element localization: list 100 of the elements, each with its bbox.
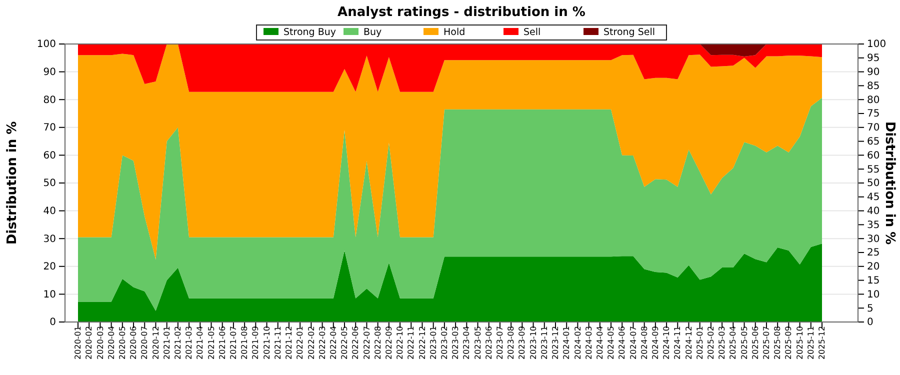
y2-tick-label: 10 bbox=[867, 289, 880, 300]
y2-tick-label: 65 bbox=[867, 136, 880, 148]
y-tick-label: 70 bbox=[43, 122, 56, 134]
x-tick-label: 2025-09 bbox=[784, 326, 794, 360]
y2-tick-label: 40 bbox=[867, 206, 880, 217]
x-tick-label: 2020-12 bbox=[151, 326, 160, 360]
y2-tick-label: 100 bbox=[867, 39, 886, 50]
x-tick-label: 2025-02 bbox=[706, 326, 716, 360]
x-tick-label: 2022-02 bbox=[306, 326, 316, 360]
y-tick-label: 80 bbox=[43, 94, 56, 106]
y2-tick-label: 0 bbox=[867, 317, 874, 328]
legend-label: Strong Buy bbox=[284, 27, 336, 38]
y-tick-label: 10 bbox=[43, 289, 56, 300]
x-tick-label: 2021-10 bbox=[262, 326, 272, 360]
y-tick-label: 100 bbox=[36, 39, 56, 50]
x-tick-label: 2021-09 bbox=[251, 326, 260, 360]
x-tick-label: 2020-06 bbox=[129, 326, 138, 360]
y-tick-label: 60 bbox=[43, 150, 56, 162]
y2-tick-label: 60 bbox=[867, 150, 880, 162]
x-tick-label: 2024-02 bbox=[573, 326, 582, 360]
y2-tick-label: 15 bbox=[867, 276, 880, 286]
y2-tick-label: 35 bbox=[867, 220, 880, 231]
x-tick-label: 2024-04 bbox=[595, 326, 604, 360]
x-tick-label: 2024-09 bbox=[650, 326, 660, 360]
x-tick-label: 2020-03 bbox=[96, 326, 105, 360]
y2-tick-label: 90 bbox=[867, 67, 880, 78]
x-tick-label: 2023-01 bbox=[428, 326, 438, 360]
y-tick-label: 30 bbox=[43, 234, 56, 245]
y-tick-label: 20 bbox=[43, 262, 56, 273]
x-tick-label: 2025-10 bbox=[795, 326, 804, 360]
chart-title: Analyst ratings - distribution in % bbox=[338, 5, 586, 20]
y-tick-label: 40 bbox=[43, 206, 56, 217]
x-tick-label: 2021-07 bbox=[229, 326, 238, 360]
x-tick-label: 2024-03 bbox=[584, 326, 594, 360]
x-tick-label: 2025-11 bbox=[806, 326, 816, 360]
x-tick-label: 2021-02 bbox=[174, 326, 182, 360]
x-tick-label: 2023-09 bbox=[518, 326, 527, 360]
x-tick-label: 2025-08 bbox=[773, 326, 782, 360]
x-tick-label: 2025-05 bbox=[740, 326, 749, 360]
legend-label: Hold bbox=[444, 27, 466, 38]
x-tick-label: 2022-12 bbox=[418, 326, 427, 360]
y-axis-title: Distribution in % bbox=[5, 121, 20, 245]
x-tick-label: 2023-04 bbox=[462, 326, 472, 360]
x-tick-label: 2022-06 bbox=[351, 326, 360, 360]
y2-tick-label: 5 bbox=[867, 303, 874, 314]
x-tick-label: 2025-12 bbox=[818, 326, 827, 360]
y2-tick-label: 80 bbox=[867, 94, 880, 106]
x-tick-label: 2021-05 bbox=[206, 326, 216, 360]
x-tick-label: 2022-04 bbox=[328, 326, 338, 360]
x-tick-label: 2021-12 bbox=[284, 326, 294, 360]
x-tick-label: 2022-11 bbox=[406, 326, 416, 360]
x-tick-label: 2020-02 bbox=[84, 326, 94, 360]
legend-label: Buy bbox=[364, 27, 382, 38]
x-tick-label: 2024-05 bbox=[606, 326, 616, 360]
x-tick-label: 2023-11 bbox=[540, 326, 549, 360]
x-tick-label: 2025-07 bbox=[762, 326, 772, 360]
x-tick-label: 2023-12 bbox=[551, 326, 560, 360]
x-tick-label: 2020-01 bbox=[74, 326, 83, 360]
x-tick-label: 2024-10 bbox=[662, 326, 672, 360]
x-tick-label: 2024-11 bbox=[673, 326, 682, 360]
x-tick-label: 2023-10 bbox=[528, 326, 538, 360]
y2-tick-label: 95 bbox=[867, 53, 880, 64]
legend-label: Sell bbox=[524, 27, 541, 38]
x-tick-label: 2021-01 bbox=[162, 326, 172, 360]
y2-tick-label: 30 bbox=[867, 234, 880, 245]
y2-tick-label: 20 bbox=[867, 262, 880, 273]
x-tick-label: 2022-05 bbox=[340, 326, 350, 360]
x-tick-label: 2025-03 bbox=[718, 326, 727, 360]
x-tick-label: 2023-08 bbox=[506, 326, 516, 360]
x-tick-label: 2021-06 bbox=[218, 326, 227, 360]
x-tick-label: 2025-04 bbox=[728, 326, 738, 360]
x-tick-label: 2020-07 bbox=[140, 326, 150, 360]
x-tick-label: 2021-03 bbox=[184, 326, 194, 360]
x-tick-label: 2021-04 bbox=[196, 326, 205, 360]
y2-tick-label: 45 bbox=[867, 192, 880, 204]
x-tick-label: 2023-07 bbox=[496, 326, 505, 360]
y2-tick-label: 85 bbox=[867, 80, 880, 92]
x-tick-label: 2022-08 bbox=[373, 326, 382, 360]
x-tick-label: 2024-12 bbox=[684, 326, 694, 360]
y-tick-label: 50 bbox=[43, 178, 56, 190]
x-tick-label: 2023-02 bbox=[440, 326, 450, 360]
x-tick-label: 2021-08 bbox=[240, 326, 250, 360]
x-tick-label: 2024-06 bbox=[618, 326, 627, 360]
x-tick-label: 2024-01 bbox=[562, 326, 572, 360]
x-tick-label: 2024-08 bbox=[640, 326, 649, 360]
x-tick-label: 2022-10 bbox=[396, 326, 405, 360]
x-tick-label: 2023-06 bbox=[484, 326, 494, 360]
x-tick-label: 2022-01 bbox=[296, 326, 305, 360]
y-tick-label: 0 bbox=[50, 317, 56, 328]
x-tick-label: 2022-07 bbox=[362, 326, 372, 360]
y2-tick-label: 50 bbox=[867, 178, 880, 190]
y2-tick-label: 70 bbox=[867, 122, 880, 134]
y2-tick-label: 55 bbox=[867, 164, 880, 176]
x-tick-label: 2020-04 bbox=[106, 326, 116, 360]
y2-tick-label: 75 bbox=[867, 108, 880, 120]
x-tick-label: 2022-03 bbox=[318, 326, 327, 360]
x-tick-label: 2021-11 bbox=[273, 326, 282, 360]
x-tick-label: 2025-01 bbox=[695, 326, 704, 360]
x-tick-label: 2022-09 bbox=[384, 326, 394, 360]
y2-axis-title: Distribution in % bbox=[882, 121, 897, 245]
